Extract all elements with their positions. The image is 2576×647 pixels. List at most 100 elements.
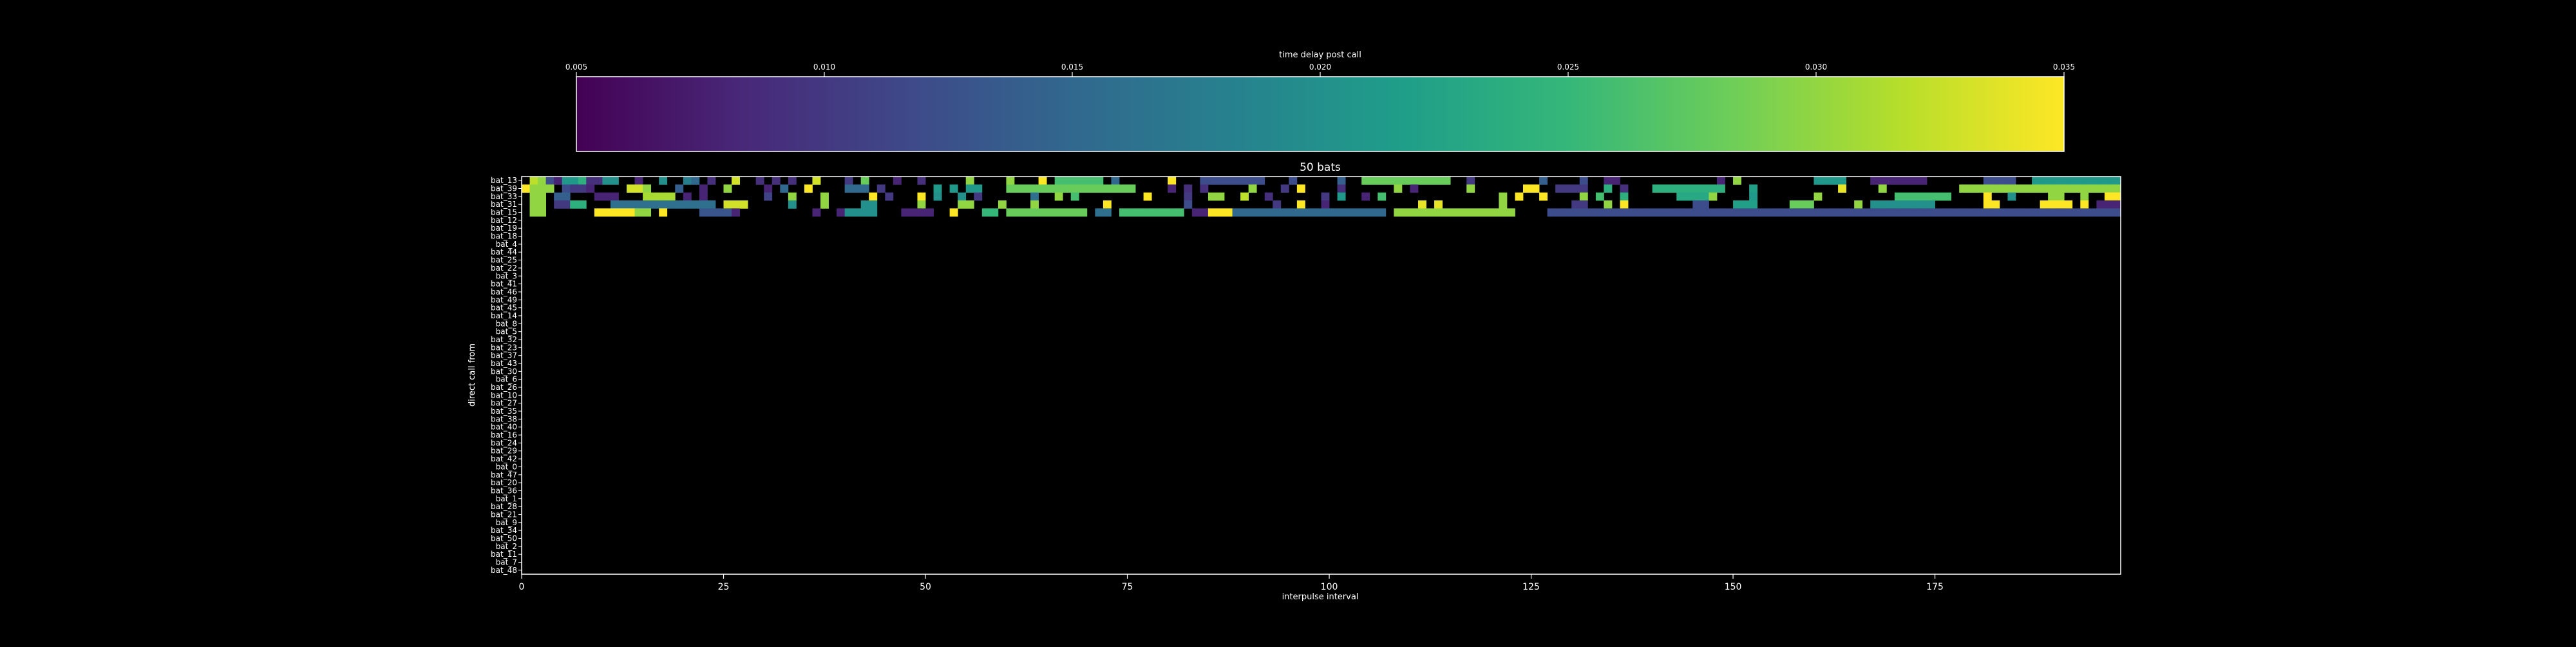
heatmap-cell	[1079, 184, 1088, 193]
heatmap-cell	[1983, 200, 1992, 209]
heatmap-cell	[1385, 177, 1394, 185]
heatmap-cell	[1248, 177, 1257, 185]
heatmap-cell	[2064, 184, 2073, 193]
heatmap-cell	[1361, 192, 1370, 201]
heatmap-cell	[1345, 208, 1354, 217]
heatmap-cell	[707, 200, 716, 209]
heatmap-cell	[650, 192, 659, 201]
heatmap-cell	[1014, 208, 1023, 217]
heatmap-cell	[643, 184, 652, 193]
heatmap-cell	[1830, 177, 1839, 185]
heatmap-cell	[2040, 208, 2049, 217]
heatmap-cell	[1054, 208, 1063, 217]
heatmap-cell	[1870, 200, 1879, 209]
heatmap-cell	[1296, 208, 1305, 217]
heatmap-cell	[1417, 177, 1426, 185]
heatmap-cell	[1030, 184, 1039, 193]
heatmap-cell	[1644, 208, 1653, 217]
heatmap-cell	[1256, 177, 1265, 185]
heatmap-cell	[1111, 184, 1120, 193]
heatmap-cell	[1660, 184, 1669, 193]
heatmap-cell	[764, 184, 773, 193]
heatmap-cell	[1086, 184, 1095, 193]
heatmap-cell	[1515, 192, 1524, 201]
y-tick-label: bat_50	[491, 534, 517, 543]
heatmap-cell	[1595, 192, 1604, 201]
heatmap-cell	[1499, 208, 1508, 217]
heatmap-cell	[974, 192, 983, 201]
heatmap-cell	[1910, 192, 1919, 201]
heatmap-cell	[1579, 184, 1588, 193]
heatmap-cell	[1878, 208, 1887, 217]
heatmap-cell	[1999, 208, 2008, 217]
heatmap-cell	[2007, 184, 2016, 193]
heatmap-cell	[1038, 208, 1047, 217]
x-axis-label: interpulse interval	[1282, 592, 1359, 602]
y-tick-label: bat_8	[496, 319, 517, 328]
heatmap-cell	[675, 184, 684, 193]
heatmap-cell	[1022, 208, 1031, 217]
heatmap-cell	[860, 177, 869, 185]
heatmap-cell	[2088, 208, 2097, 217]
heatmap-cell	[1168, 208, 1177, 217]
heatmap-cell	[691, 177, 700, 185]
heatmap-cell	[1426, 208, 1435, 217]
heatmap-cell	[1692, 184, 1701, 193]
heatmap-cell	[1232, 208, 1241, 217]
x-tick-label: 175	[1926, 582, 1944, 592]
colorbar-tick-label: 0.010	[813, 63, 835, 72]
heatmap-cell	[627, 184, 635, 193]
heatmap-cell	[1709, 208, 1718, 217]
heatmap-cell	[1870, 177, 1879, 185]
heatmap-cell	[2040, 200, 2049, 209]
heatmap-cell	[1417, 208, 1426, 217]
heatmap-cell	[732, 200, 740, 209]
heatmap-cell	[1111, 177, 1120, 185]
heatmap-cell	[1918, 192, 1927, 201]
heatmap-cell	[869, 208, 878, 217]
heatmap-cell	[2023, 208, 2032, 217]
heatmap-cell	[1434, 177, 1443, 185]
heatmap-cell	[1216, 208, 1225, 217]
heatmap-cell	[1716, 208, 1725, 217]
heatmap-cell	[1741, 208, 1750, 217]
heatmap-cell	[812, 208, 821, 217]
heatmap-cell	[2112, 192, 2121, 201]
heatmap-cell	[554, 200, 563, 209]
colorbar-ticks: 0.005 0.010 0.015 0.020 0.025 0.030 0.035	[565, 63, 2075, 77]
heatmap-cell	[1127, 208, 1136, 217]
heatmap-cell	[610, 177, 619, 185]
heatmap-cell	[1733, 200, 1742, 209]
heatmap-cell	[1312, 208, 1321, 217]
heatmap-cell	[1175, 208, 1184, 217]
heatmap-cell	[1571, 208, 1580, 217]
heatmap-cell	[2104, 208, 2113, 217]
heatmap-cell	[1975, 184, 1984, 193]
heatmap-cell	[562, 192, 571, 201]
heatmap-cell	[1054, 184, 1063, 193]
heatmap-cell	[893, 177, 902, 185]
heatmap-cell	[1063, 184, 1072, 193]
heatmap-cell	[788, 192, 797, 201]
heatmap-cell	[1248, 208, 1257, 217]
heatmap-cell	[1918, 208, 1927, 217]
heatmap-cell	[1353, 208, 1362, 217]
heatmap-cell	[1410, 184, 1419, 193]
y-tick-label: bat_26	[491, 383, 517, 392]
heatmap-cell	[1378, 192, 1387, 201]
heatmap-cell	[667, 200, 676, 209]
y-tick-label: bat_18	[491, 232, 517, 241]
heatmap-cell	[1426, 177, 1435, 185]
heatmap-cell	[2064, 208, 2073, 217]
heatmap-cell	[1410, 208, 1419, 217]
heatmap-cell	[1943, 208, 1952, 217]
heatmap-cell	[1604, 177, 1613, 185]
heatmap-cell	[1700, 208, 1709, 217]
heatmap-cell	[1894, 192, 1903, 201]
heatmap-cell	[1458, 208, 1467, 217]
heatmap-cell	[723, 200, 732, 209]
heatmap-cell	[586, 184, 595, 193]
heatmap-cell	[2112, 200, 2121, 209]
heatmap-cell	[1862, 208, 1871, 217]
heatmap-cell	[618, 208, 627, 217]
